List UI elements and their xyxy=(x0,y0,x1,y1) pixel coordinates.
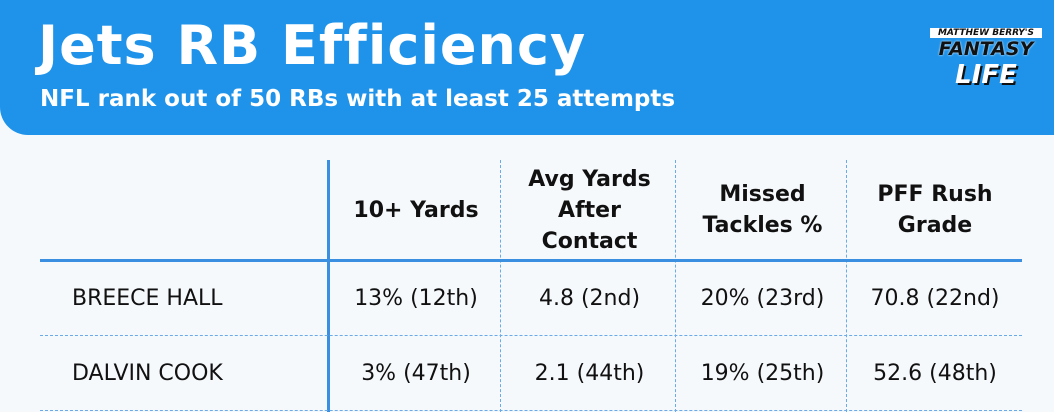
table-cell: 52.6 (48th) xyxy=(873,361,997,386)
column-header: PFF Rush Grade xyxy=(877,182,993,238)
title: Jets RB Efficiency xyxy=(38,14,587,77)
subtitle: NFL rank out of 50 RBs with at least 25 … xyxy=(40,86,676,112)
table-cell: 4.8 (2nd) xyxy=(538,286,641,311)
divider xyxy=(675,160,676,412)
table-cell: 20% (23rd) xyxy=(700,286,825,311)
logo: MATTHEW BERRY'S FANTASY LIFE xyxy=(930,28,1042,90)
divider xyxy=(846,160,847,412)
row-name: DALVIN COOK xyxy=(72,361,223,386)
row-name: BREECE HALL xyxy=(72,286,223,311)
table-cell: 13% (12th) xyxy=(354,286,478,311)
logo-bottom: LIFE xyxy=(955,60,1017,90)
table-cell: 2.1 (44th) xyxy=(534,361,645,386)
table-cell: 3% (47th) xyxy=(361,361,471,386)
divider xyxy=(40,259,1022,262)
table-cell: 19% (25th) xyxy=(700,361,825,386)
column-header: Avg Yards After Contact xyxy=(528,166,651,254)
logo-top: MATTHEW BERRY'S xyxy=(930,28,1042,38)
header-banner: Jets RB Efficiency NFL rank out of 50 RB… xyxy=(0,0,1054,135)
divider xyxy=(327,160,330,412)
divider xyxy=(500,160,501,412)
divider xyxy=(40,335,1022,336)
logo-middle: FANTASY xyxy=(938,38,1034,60)
table-cell: 70.8 (22nd) xyxy=(870,286,1000,311)
column-header: Missed Tackles % xyxy=(702,182,823,238)
column-header: 10+ Yards xyxy=(353,197,479,223)
divider xyxy=(40,410,1022,411)
